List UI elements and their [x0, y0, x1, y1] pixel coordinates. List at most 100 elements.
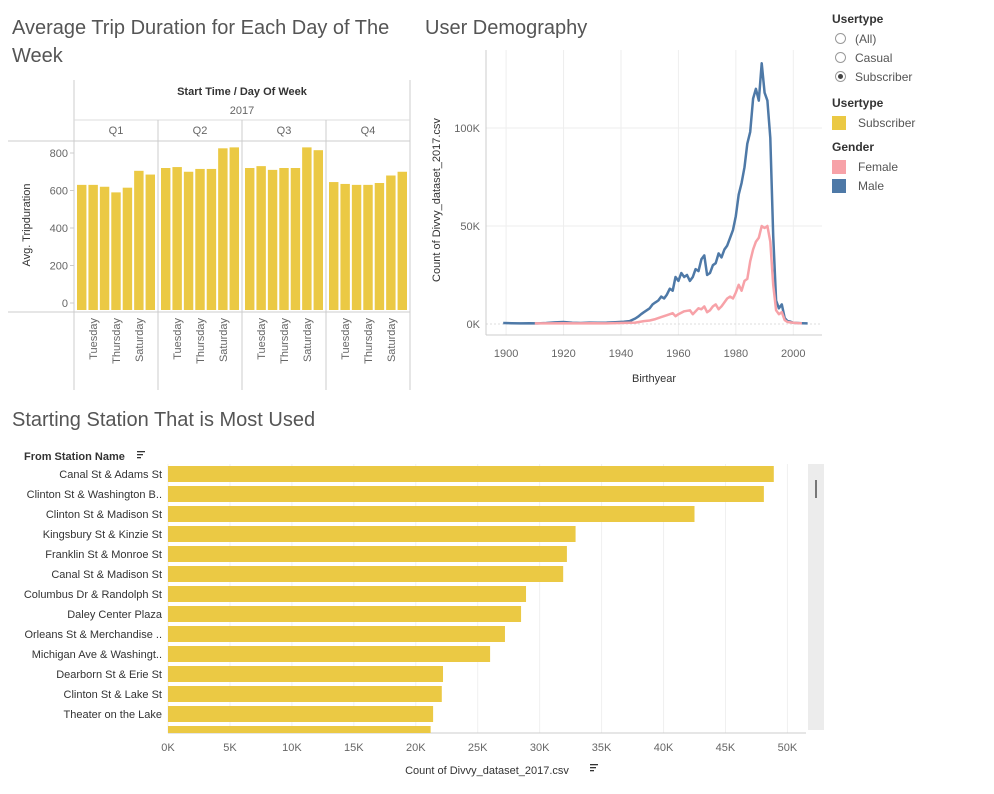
x-tick-label: 35K: [592, 742, 612, 754]
bar: [168, 586, 527, 602]
x-tick-label: 25K: [468, 742, 488, 754]
usertype-filter: (All) Casual Subscriber: [832, 29, 982, 86]
station-label: Daley Center Plaza: [67, 609, 163, 621]
station-label: Canal St & Madison St: [51, 569, 162, 581]
usertype-option[interactable]: (All): [832, 29, 982, 48]
y-tick-label: 0K: [467, 319, 481, 331]
chart-header-label: Start Time / Day Of Week: [177, 86, 308, 98]
day-label: Thursday: [111, 318, 123, 364]
x-tick-label: 20K: [406, 742, 426, 754]
scrollbar-thumb: [815, 480, 817, 498]
usertype-legend-item[interactable]: Subscriber: [832, 113, 982, 132]
sort-icon: [590, 764, 598, 766]
station-label: Michigan Ave & Washingt..: [32, 649, 162, 661]
bar: [77, 184, 87, 310]
bar: [290, 168, 301, 310]
series-line-male: [503, 62, 808, 325]
day-label: Thursday: [363, 318, 375, 364]
y-tick-label: 400: [50, 223, 68, 235]
gender-legend-item[interactable]: Male: [832, 176, 982, 195]
bar: [397, 171, 407, 310]
bar: [374, 183, 385, 310]
bar: [99, 186, 110, 310]
usertype-legend-title: Usertype: [832, 96, 884, 110]
day-label: Saturday: [386, 318, 398, 363]
day-label: Tuesday: [88, 318, 100, 360]
bar: [145, 174, 155, 310]
radio-icon[interactable]: [835, 33, 846, 44]
gender-legend-item[interactable]: Female: [832, 157, 982, 176]
x-tick-label: 1980: [724, 348, 748, 360]
bar: [122, 187, 133, 310]
bar: [134, 170, 144, 310]
day-label: Tuesday: [172, 318, 184, 360]
bar: [351, 184, 362, 310]
bar: [168, 546, 567, 562]
stations-chart-title: Starting Station That is Most Used: [12, 409, 316, 431]
color-swatch: [832, 178, 846, 193]
bar: [218, 148, 228, 310]
sort-icon: [137, 457, 141, 459]
station-label: Dearborn St & Erie St: [56, 669, 162, 681]
usertype-option-label: (All): [855, 31, 877, 46]
x-tick-label: 1940: [609, 348, 633, 360]
usertype-legend: Subscriber: [832, 113, 982, 132]
bar: [313, 150, 323, 310]
day-label: Saturday: [218, 318, 230, 363]
usertype-option-label: Subscriber: [855, 69, 913, 84]
usertype-option[interactable]: Subscriber: [832, 67, 982, 86]
station-label: Clinton St & Madison St: [46, 509, 162, 521]
radio-icon[interactable]: [835, 52, 846, 63]
usertype-option-label: Casual: [855, 50, 893, 65]
legend-panel: Usertype (All) Casual Subscriber Usertype …: [832, 8, 982, 195]
usertype-option[interactable]: Casual: [832, 48, 982, 67]
demography-chart-title: User Demography: [425, 17, 588, 39]
radio-icon[interactable]: [835, 71, 846, 82]
scrollbar-track: [808, 464, 824, 730]
bar: [168, 706, 434, 722]
day-label: Saturday: [134, 318, 146, 363]
station-label: Canal St & Adams St: [59, 469, 162, 481]
y-axis-title: Avg. Tripduration: [21, 184, 33, 267]
x-tick-label: 40K: [654, 742, 674, 754]
bar: [168, 686, 442, 702]
station-label: Kingsbury St & Kinzie St: [43, 529, 162, 541]
bar: [229, 147, 239, 310]
bar: [168, 526, 576, 542]
bar: [111, 192, 121, 310]
x-tick-label: 1900: [494, 348, 518, 360]
x-tick-label: 1920: [551, 348, 575, 360]
station-label: Columbus Dr & Randolph St: [24, 589, 162, 601]
x-axis-title: Birthyear: [632, 373, 676, 385]
x-tick-label: 2000: [781, 348, 805, 360]
bars-group: Canal St & Adams St Clinton St & Washingt…: [24, 466, 774, 733]
gender-legend-item-label: Male: [858, 178, 885, 193]
bar: [168, 606, 522, 622]
x-tick-label: 15K: [344, 742, 364, 754]
x-tick-label: 45K: [716, 742, 736, 754]
quarter-label: Q3: [277, 125, 292, 137]
bar: [168, 626, 505, 642]
y-tick-label: 50K: [460, 221, 480, 233]
bar: [340, 183, 350, 310]
y-axis-title: From Station Name: [24, 451, 125, 463]
bar: [161, 168, 171, 310]
bar: [256, 166, 266, 310]
bar: [206, 168, 217, 310]
x-tick-label: 10K: [282, 742, 302, 754]
x-tick-label: 30K: [530, 742, 550, 754]
sort-icon: [590, 767, 596, 769]
day-label: Tuesday: [340, 318, 352, 360]
sort-icon: [137, 451, 145, 453]
year-label: 2017: [230, 105, 254, 117]
y-axis-title: Count of Divvy_dataset_2017.csv: [431, 118, 443, 282]
bar: [279, 168, 289, 310]
trip-chart-title: Average Trip Duration for Each Day of Th…: [12, 17, 390, 67]
bar: [183, 171, 194, 310]
bar: [172, 167, 182, 310]
gender-legend: Female Male: [832, 157, 982, 195]
x-tick-label: 50K: [778, 742, 798, 754]
bar: [168, 666, 444, 682]
y-tick-label: 0: [62, 298, 68, 310]
sort-icon: [137, 454, 143, 456]
